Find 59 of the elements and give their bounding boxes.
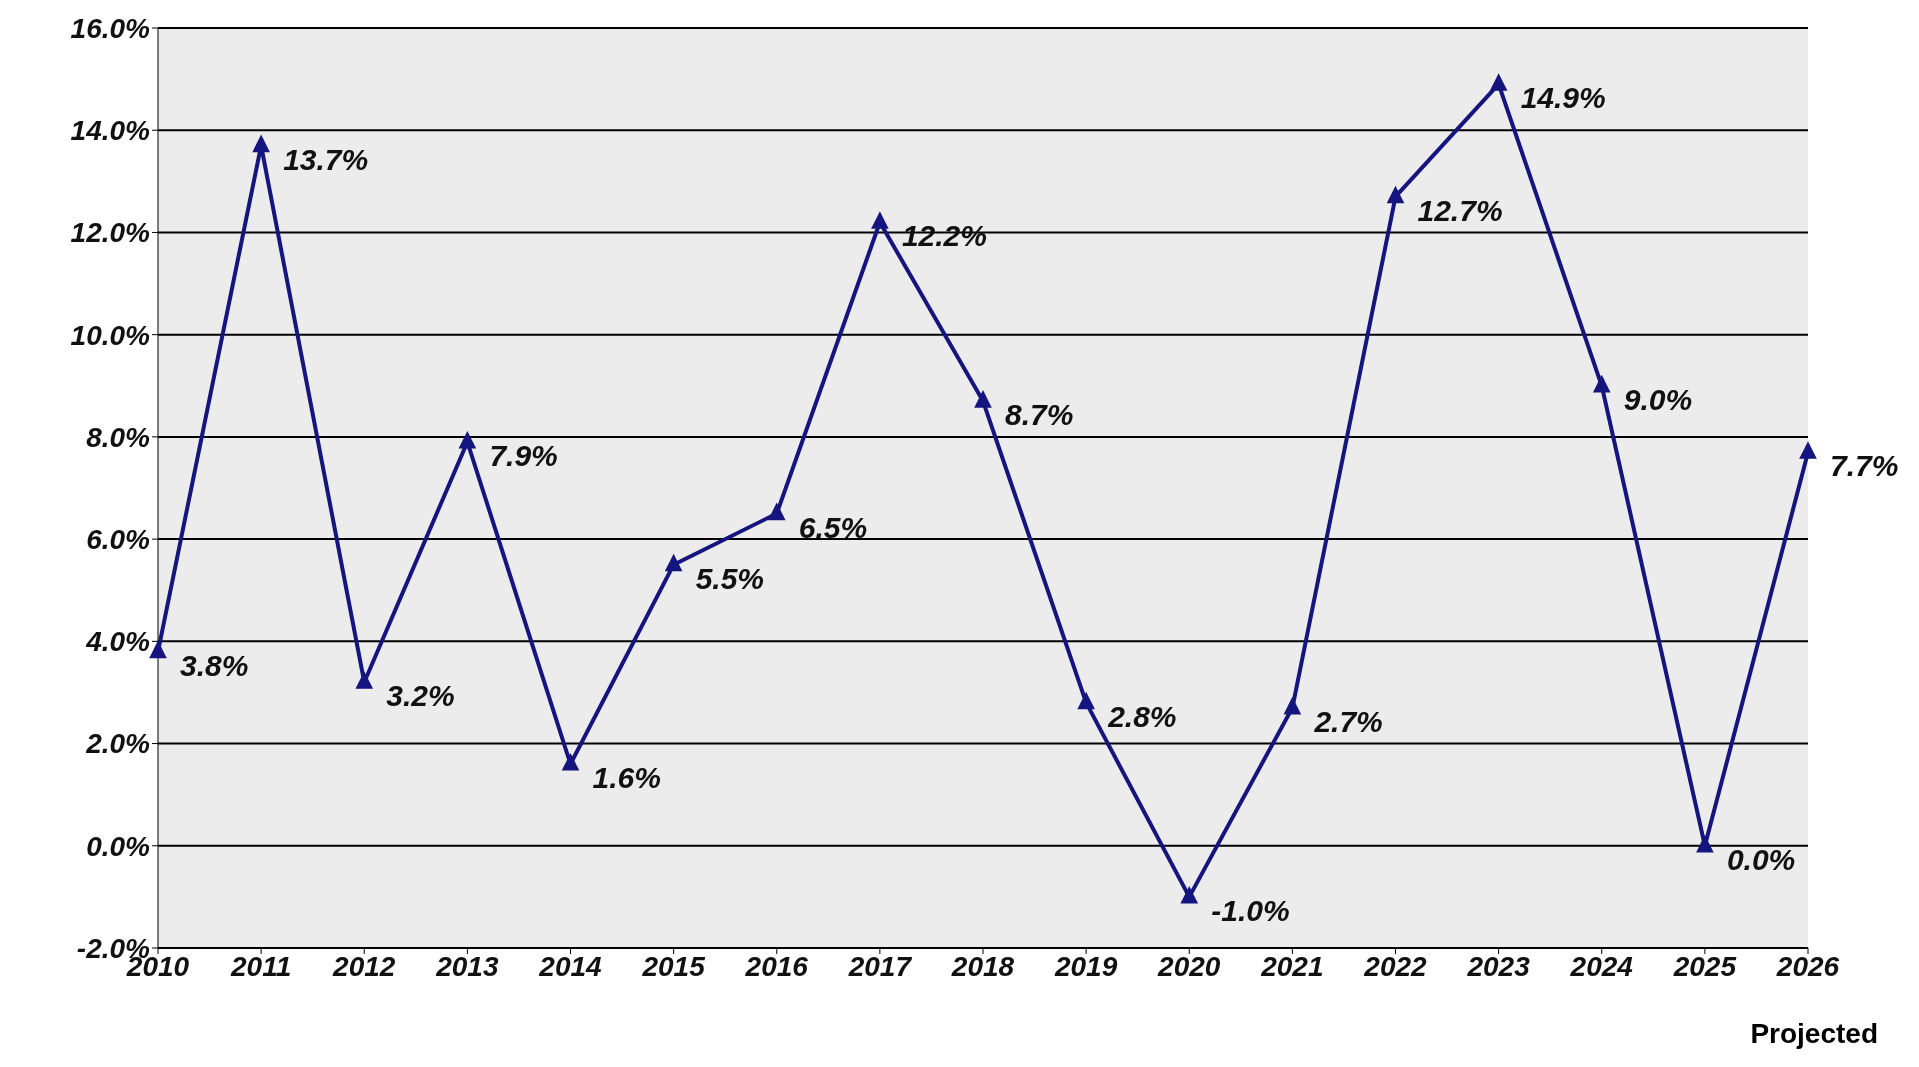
point bbox=[1386, 185, 1405, 204]
point bbox=[664, 553, 683, 572]
y-tick-label: 6.0% bbox=[86, 524, 151, 556]
data-label: 3.8% bbox=[180, 648, 249, 682]
point bbox=[1592, 374, 1611, 393]
data-label: 9.0% bbox=[1623, 382, 1693, 416]
point bbox=[458, 431, 477, 449]
data-label: 12.7% bbox=[1417, 193, 1503, 227]
data-label: 14.9% bbox=[1520, 81, 1606, 115]
data-label: 1.6% bbox=[592, 761, 661, 794]
data-label: 7.9% bbox=[489, 439, 558, 472]
point bbox=[561, 753, 580, 771]
data-label: 0.0% bbox=[1726, 842, 1796, 876]
x-tick-label: 2022 bbox=[1363, 950, 1428, 982]
x-tick-label: 2013 bbox=[435, 950, 499, 982]
x-tick-label: 2025 bbox=[1672, 950, 1737, 982]
y-tick-label: 0.0% bbox=[86, 830, 151, 862]
y-tick-label: 2.0% bbox=[85, 728, 151, 760]
point bbox=[974, 390, 992, 408]
x-tick-label: 2014 bbox=[538, 950, 603, 982]
x-tick-label: 2012 bbox=[332, 950, 396, 982]
x-tick-label: 2021 bbox=[1260, 950, 1324, 982]
data-label: -1.0% bbox=[1211, 893, 1290, 927]
data-label: 7.7% bbox=[1830, 449, 1899, 483]
point bbox=[149, 640, 167, 659]
point bbox=[1283, 696, 1302, 715]
x-tick-label: 2011 bbox=[230, 950, 292, 982]
data-label: 2.7% bbox=[1313, 704, 1383, 738]
x-tick-label: 2020 bbox=[1157, 950, 1221, 982]
x-tick-label: 2018 bbox=[950, 950, 1015, 982]
point bbox=[355, 671, 374, 689]
y-tick-label: 8.0% bbox=[86, 421, 151, 453]
point bbox=[1489, 73, 1508, 91]
y-tick-label: 10.0% bbox=[70, 319, 151, 351]
x-tick-label: 2015 bbox=[641, 950, 706, 982]
point bbox=[871, 211, 889, 229]
point bbox=[1077, 691, 1095, 710]
x-tick-label: 2016 bbox=[744, 950, 809, 982]
y-tick-label: 14.0% bbox=[70, 115, 151, 147]
point bbox=[252, 134, 270, 153]
data-label: 6.5% bbox=[798, 510, 868, 544]
point bbox=[1799, 441, 1817, 459]
point bbox=[1696, 834, 1714, 853]
data-label: 5.5% bbox=[695, 561, 765, 595]
y-tick-label: 12.0% bbox=[70, 217, 151, 249]
x-tick-label: 2026 bbox=[1775, 950, 1840, 982]
data-label: 2.8% bbox=[1107, 699, 1177, 733]
point bbox=[767, 502, 786, 521]
data-label: 8.7% bbox=[1005, 398, 1074, 432]
data-label: 13.7% bbox=[283, 142, 369, 176]
x-tick-label: 2023 bbox=[1466, 950, 1531, 982]
x-tick-label: 2019 bbox=[1053, 950, 1118, 982]
x-tick-label: 2017 bbox=[847, 950, 913, 982]
text: Projected bbox=[1750, 1018, 1878, 1050]
point bbox=[1180, 885, 1199, 904]
x-tick-label: 2024 bbox=[1569, 950, 1634, 982]
y-tick-label: 16.0% bbox=[70, 12, 151, 44]
y-tick-label: 4.0% bbox=[85, 626, 151, 658]
data-label: 3.2% bbox=[386, 679, 455, 713]
